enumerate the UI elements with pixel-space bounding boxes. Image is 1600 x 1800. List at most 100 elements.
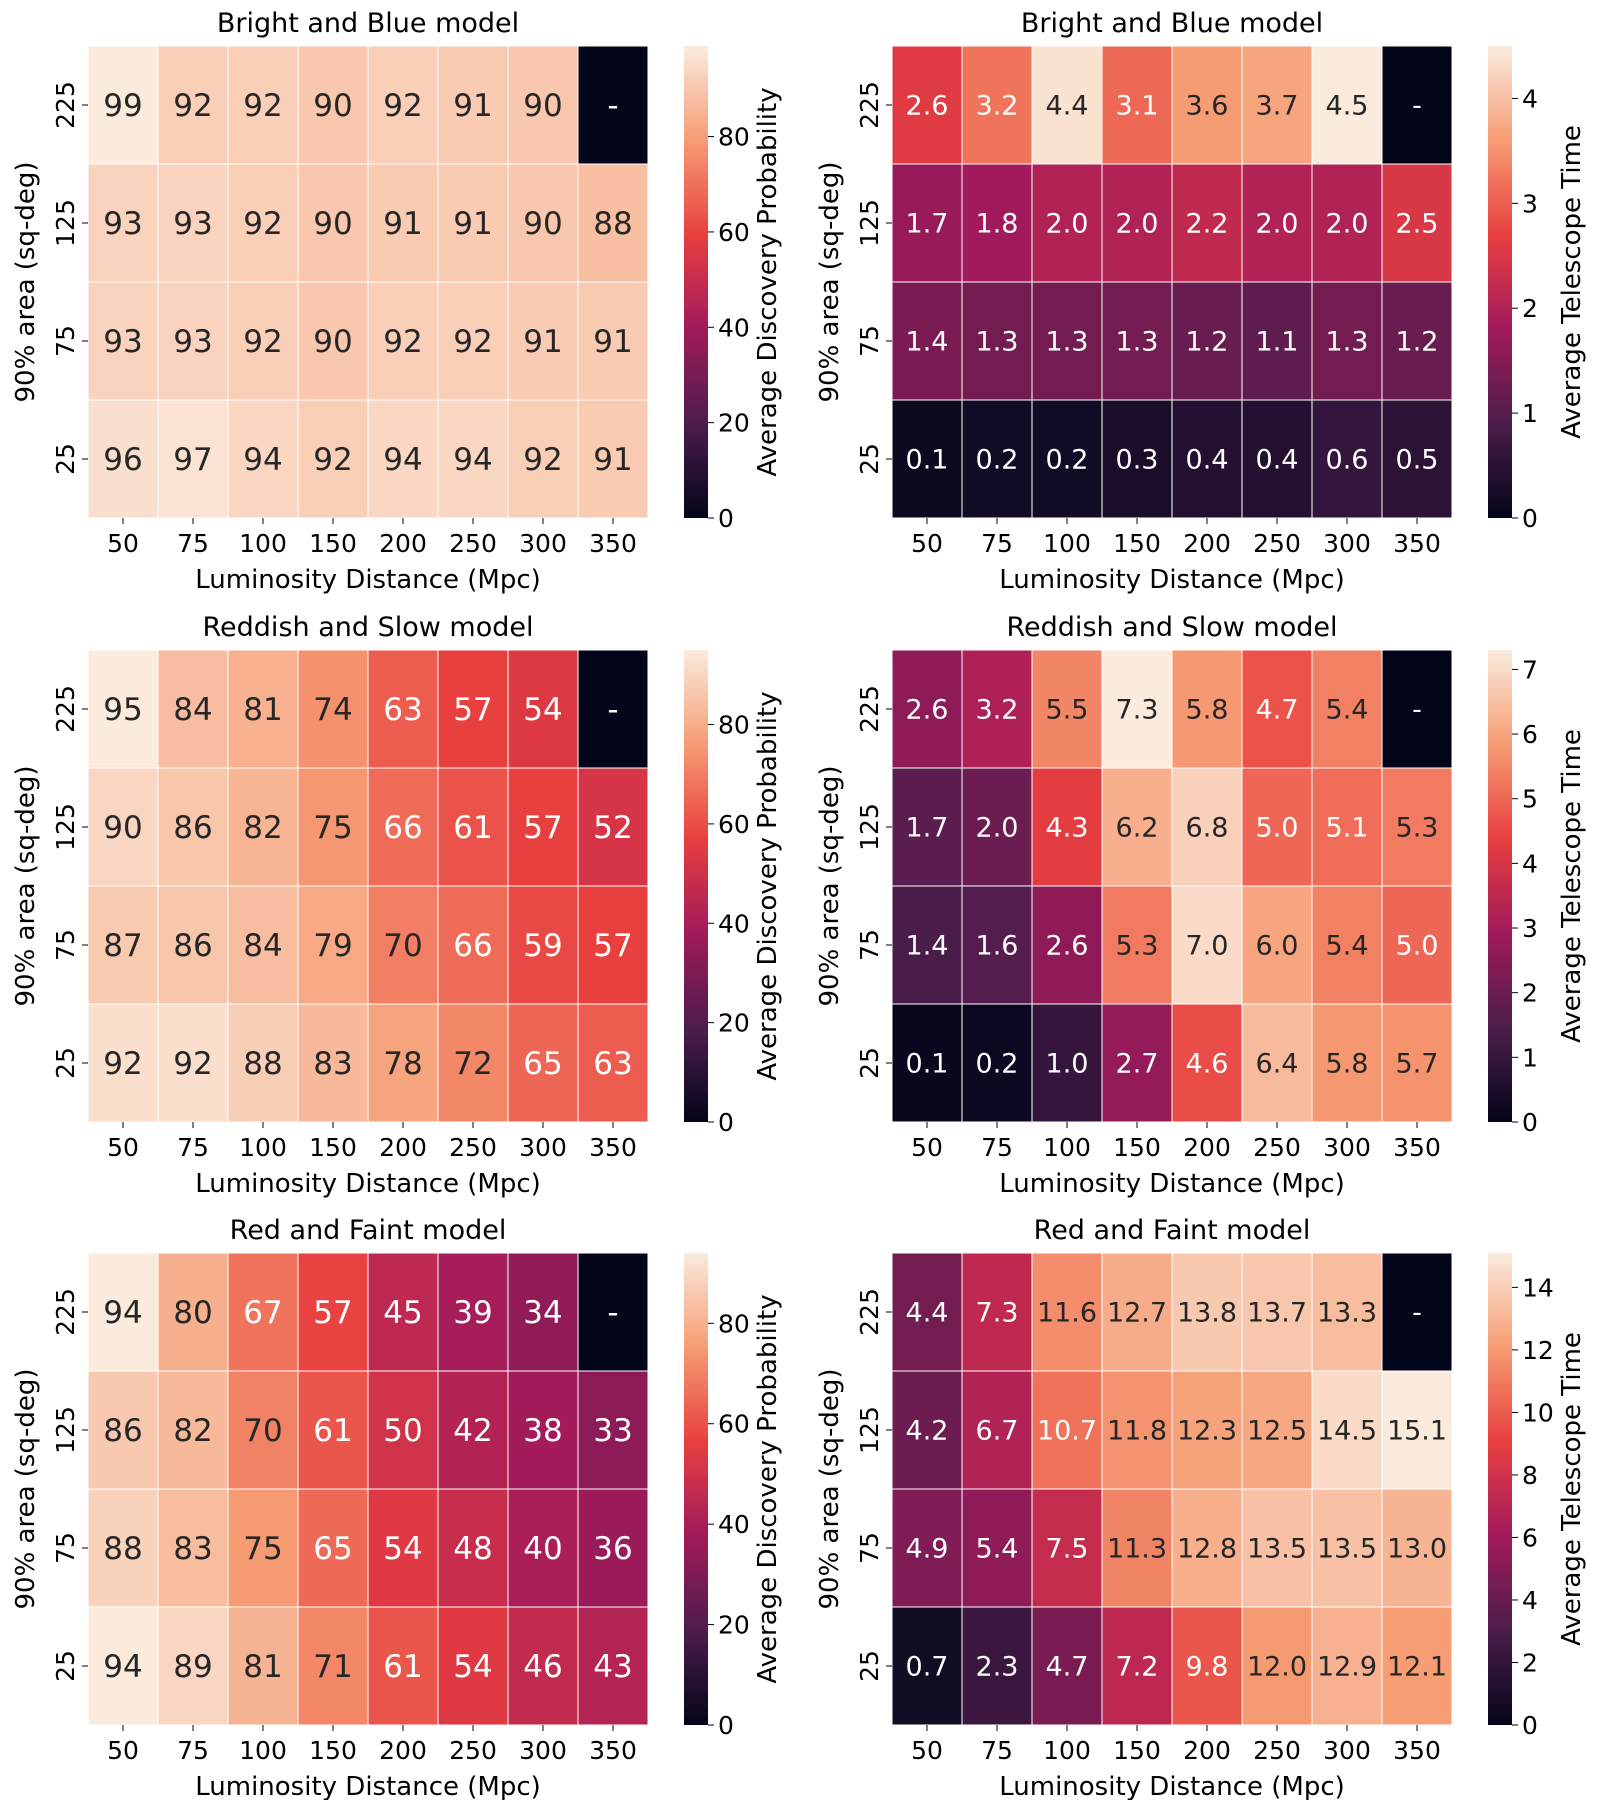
y-tick-label: 125 — [51, 803, 80, 851]
cell-value-label: - — [1412, 91, 1422, 122]
cell-value-label: 92 — [243, 206, 282, 242]
heatmap-cell — [297, 1488, 369, 1608]
cell-value-label: 93 — [173, 324, 212, 360]
y-tick-label: 225 — [51, 685, 80, 733]
heatmap-cell — [961, 1003, 1033, 1123]
cell-value-label: 94 — [453, 442, 492, 478]
y-axis-label: 90% area (sq-deg) — [11, 1368, 41, 1609]
chart-title: Red and Faint model — [230, 1215, 507, 1246]
cell-value-label: 2.5 — [1396, 209, 1439, 240]
cell-value-label: 83 — [313, 1046, 352, 1082]
cell-value-label: 80 — [173, 1295, 212, 1331]
cell-value-label: 1.4 — [906, 327, 949, 358]
y-tick-label: 75 — [51, 1532, 80, 1564]
y-tick-label: 125 — [855, 1406, 884, 1454]
heatmap-cell — [1381, 1370, 1453, 1490]
x-tick-label: 75 — [981, 1133, 1013, 1162]
heatmap-cell — [157, 1488, 229, 1608]
heatmap-cell — [227, 885, 299, 1005]
heatmap-cell — [87, 1370, 159, 1490]
cell-value-label: 5.5 — [1046, 695, 1089, 726]
cell-value-label: 13.8 — [1177, 1298, 1237, 1329]
colorbar-tick-label: 0 — [1522, 1711, 1538, 1740]
cell-value-label: 65 — [523, 1046, 562, 1082]
y-tick-label: 75 — [855, 1532, 884, 1564]
cell-value-label: 81 — [243, 692, 282, 728]
cell-value-label: - — [1412, 695, 1422, 726]
cell-value-label: 6.0 — [1256, 931, 1299, 962]
y-tick-label: 25 — [51, 1047, 80, 1079]
colorbar-tick-label: 6 — [1522, 1523, 1538, 1552]
cell-value-label: 86 — [173, 928, 212, 964]
cell-value-label: 36 — [593, 1531, 632, 1567]
x-tick-label: 150 — [309, 1736, 357, 1765]
heatmap-cell — [961, 1252, 1033, 1372]
cell-value-label: 91 — [383, 206, 422, 242]
cell-value-label: 54 — [383, 1531, 422, 1567]
cell-value-label: 5.1 — [1326, 813, 1369, 844]
heatmap-cell — [1381, 1003, 1453, 1123]
cell-value-label: 2.0 — [1116, 209, 1159, 240]
heatmap-cell — [227, 281, 299, 401]
heatmap-cell — [157, 281, 229, 401]
cell-value-label: 5.0 — [1256, 813, 1299, 844]
heatmap-cell — [1031, 1488, 1103, 1608]
cell-value-label: 70 — [383, 928, 422, 964]
x-tick-label: 200 — [379, 1736, 427, 1765]
cell-value-label: 12.1 — [1387, 1652, 1447, 1683]
cell-value-label: 1.3 — [1116, 327, 1159, 358]
colorbar-tick-label: 60 — [718, 1410, 750, 1439]
x-tick-label: 75 — [981, 1736, 1013, 1765]
x-tick-label: 50 — [911, 1736, 943, 1765]
heatmap-cell — [87, 767, 159, 887]
heatmap-panel-6: Red and Faint model 4.4 7.3 11.6 12.7 13.8 13.… — [815, 1215, 1587, 1800]
heatmap-cell — [1311, 1606, 1383, 1726]
cell-value-label: 88 — [243, 1046, 282, 1082]
cell-value-label: 2.0 — [1326, 209, 1369, 240]
heatmap-cell — [227, 649, 299, 769]
heatmap-cell — [1381, 163, 1453, 283]
cell-value-label: 92 — [313, 442, 352, 478]
heatmap-cell — [1101, 767, 1173, 887]
colorbar — [684, 650, 708, 1122]
heatmap-cell — [1101, 1003, 1173, 1123]
heatmap-cell — [437, 163, 509, 283]
colorbar-tick-label: 2 — [1522, 1648, 1538, 1677]
heatmap-cell — [1171, 1003, 1243, 1123]
y-tick-label: 75 — [51, 929, 80, 961]
x-tick-label: 300 — [519, 1736, 567, 1765]
x-tick-label: 350 — [589, 1736, 637, 1765]
cell-value-label: 34 — [523, 1295, 562, 1331]
heatmap-cell — [1101, 399, 1173, 519]
cell-value-label: 79 — [313, 928, 352, 964]
x-tick-label: 100 — [1043, 529, 1091, 558]
heatmap-cell — [157, 1003, 229, 1123]
colorbar — [684, 46, 708, 518]
x-tick-label: 150 — [1113, 1736, 1161, 1765]
cell-value-label: 90 — [523, 206, 562, 242]
y-tick-label: 75 — [51, 325, 80, 357]
cell-value-label: 91 — [453, 206, 492, 242]
heatmap-cell — [577, 281, 649, 401]
cell-value-label: 93 — [173, 206, 212, 242]
heatmap-cell — [437, 767, 509, 887]
cell-value-label: 7.0 — [1186, 931, 1229, 962]
cell-value-label: 4.9 — [906, 1534, 949, 1565]
y-tick-label: 25 — [855, 1047, 884, 1079]
colorbar-tick-label: 0 — [1522, 1108, 1538, 1137]
heatmap-cell — [1311, 399, 1383, 519]
cell-value-label: 7.2 — [1116, 1652, 1159, 1683]
heatmap-cell — [507, 885, 579, 1005]
cell-value-label: 4.7 — [1256, 695, 1299, 726]
heatmap-cell — [367, 1252, 439, 1372]
heatmap-cell — [577, 1606, 649, 1726]
chart-title: Reddish and Slow model — [1007, 612, 1338, 643]
heatmap-cell — [961, 767, 1033, 887]
heatmap-cell — [157, 649, 229, 769]
heatmap-cell — [507, 281, 579, 401]
heatmap-cell — [891, 767, 963, 887]
heatmap-cell — [1381, 1252, 1453, 1372]
heatmap-cell — [577, 1370, 649, 1490]
heatmap-cell — [87, 649, 159, 769]
